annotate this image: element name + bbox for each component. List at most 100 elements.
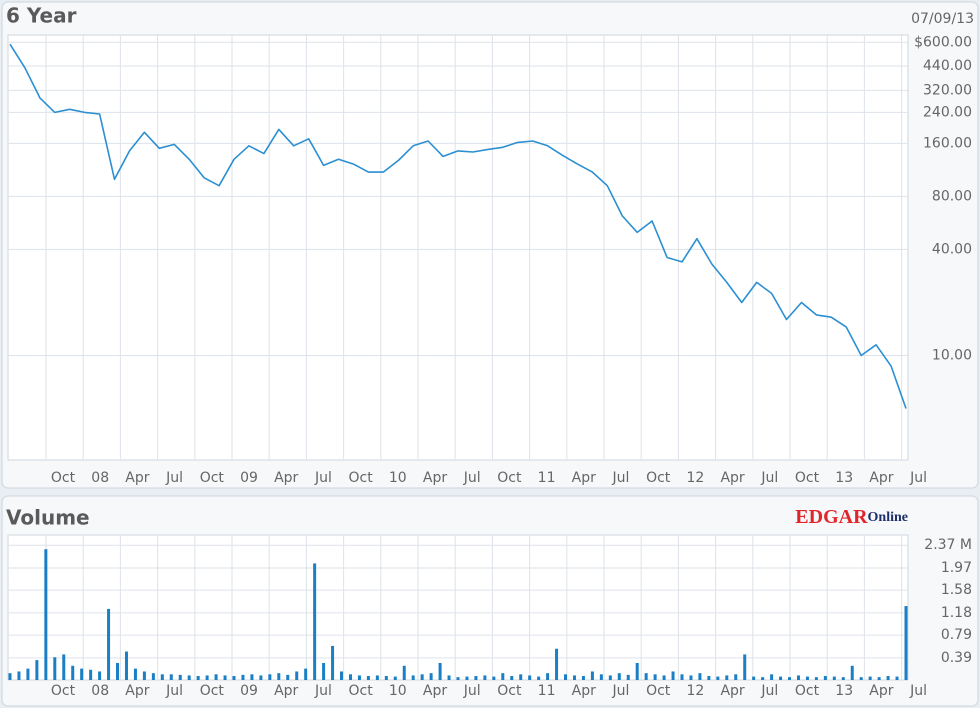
x-tick-label: Jul — [760, 683, 778, 699]
y-tick-label: 40.00 — [932, 241, 972, 257]
volume-bar — [26, 668, 30, 680]
price-plot — [7, 34, 909, 461]
x-tick-label: Apr — [125, 683, 149, 699]
y-tick-label: 2.37 M — [924, 537, 972, 553]
x-tick-label: Jul — [463, 470, 481, 486]
volume-bar — [384, 676, 388, 680]
volume-bar — [680, 674, 684, 680]
volume-bar — [295, 671, 299, 680]
volume-bar — [169, 674, 173, 680]
volume-bar — [8, 673, 12, 680]
volume-bar — [707, 676, 711, 680]
x-tick-label: Apr — [274, 470, 298, 486]
x-tick-label: Jul — [909, 470, 927, 486]
x-tick-label: Oct — [497, 683, 522, 699]
y-tick-label: 320.00 — [923, 82, 972, 98]
x-tick-label: Oct — [51, 683, 76, 699]
volume-bar — [107, 608, 111, 680]
y-tick-label: 160.00 — [923, 135, 972, 151]
price-line — [9, 43, 907, 409]
volume-bar — [71, 665, 75, 680]
volume-bar — [770, 674, 774, 680]
x-tick-label: Jul — [612, 683, 630, 699]
volume-bar — [259, 675, 263, 680]
volume-bar — [599, 674, 603, 680]
volume-bar — [779, 676, 783, 680]
volume-bar — [716, 676, 720, 680]
chart-title: 6 Year — [6, 4, 77, 28]
x-tick-label: Apr — [423, 470, 447, 486]
volume-bar — [268, 674, 272, 680]
x-tick-label: 11 — [538, 470, 556, 486]
volume-bar — [725, 675, 729, 680]
volume-bar — [223, 675, 227, 680]
x-tick-label: Oct — [348, 683, 373, 699]
volume-bar — [411, 675, 415, 680]
volume-bar — [546, 673, 550, 680]
x-tick-label: Apr — [720, 470, 744, 486]
x-tick-label: Jul — [314, 683, 332, 699]
y-tick-label: 0.39 — [941, 650, 972, 666]
x-tick-label: 12 — [686, 470, 704, 486]
volume-bar — [35, 660, 39, 680]
volume-bar — [151, 673, 155, 680]
x-tick-label: Jul — [909, 683, 927, 699]
x-tick-label: Oct — [200, 470, 225, 486]
volume-bar — [232, 676, 236, 680]
x-tick-label: Jul — [612, 470, 630, 486]
volume-bar — [187, 675, 191, 680]
volume-bar — [617, 673, 621, 680]
volume-bar — [241, 674, 245, 680]
volume-bar — [250, 674, 254, 680]
x-tick-label: Jul — [760, 470, 778, 486]
x-tick-label: Apr — [720, 683, 744, 699]
volume-bar — [375, 675, 379, 680]
volume-bar — [626, 674, 630, 680]
x-tick-label: 12 — [686, 683, 704, 699]
volume-bar — [62, 654, 66, 680]
volume-bar — [510, 676, 514, 680]
volume-bar — [895, 676, 899, 680]
logo: EDGAROnline — [795, 506, 908, 528]
volume-bar — [142, 671, 146, 680]
volume-bar — [492, 676, 496, 680]
x-tick-label: 10 — [389, 683, 407, 699]
volume-bar — [196, 676, 200, 680]
volume-bar — [743, 654, 747, 680]
volume-bar — [393, 676, 397, 680]
volume-bar — [357, 675, 361, 680]
volume-bar — [555, 648, 559, 680]
x-tick-label: Apr — [572, 470, 596, 486]
volume-bar — [89, 669, 93, 680]
volume-bar — [205, 675, 209, 680]
volume-bar — [429, 673, 433, 680]
x-tick-label: 13 — [835, 683, 853, 699]
volume-bar — [572, 675, 576, 680]
volume-bar — [286, 674, 290, 680]
volume-bar — [98, 671, 102, 680]
volume-bar — [133, 668, 137, 680]
y-tick-label: 0.79 — [941, 627, 972, 643]
x-tick-label: Oct — [348, 470, 373, 486]
volume-bar — [698, 673, 702, 680]
volume-bar — [752, 676, 756, 680]
volume-bar — [474, 676, 478, 680]
volume-bar — [519, 674, 523, 680]
volume-bar — [483, 675, 487, 680]
volume-bar — [348, 674, 352, 680]
x-tick-label: Apr — [423, 683, 447, 699]
volume-bar — [761, 677, 765, 680]
x-tick-label: Apr — [869, 683, 893, 699]
x-tick-label: 09 — [240, 470, 258, 486]
volume-bar — [877, 677, 881, 680]
volume-bar — [904, 606, 908, 680]
chart-title: Volume — [6, 506, 90, 530]
volume-bar — [537, 676, 541, 680]
y-tick-label: 240.00 — [923, 104, 972, 120]
volume-bar — [796, 675, 800, 680]
y-tick-label: 80.00 — [932, 188, 972, 204]
volume-bar — [116, 662, 120, 680]
volume-bar — [438, 662, 442, 680]
volume-bar — [447, 675, 451, 680]
